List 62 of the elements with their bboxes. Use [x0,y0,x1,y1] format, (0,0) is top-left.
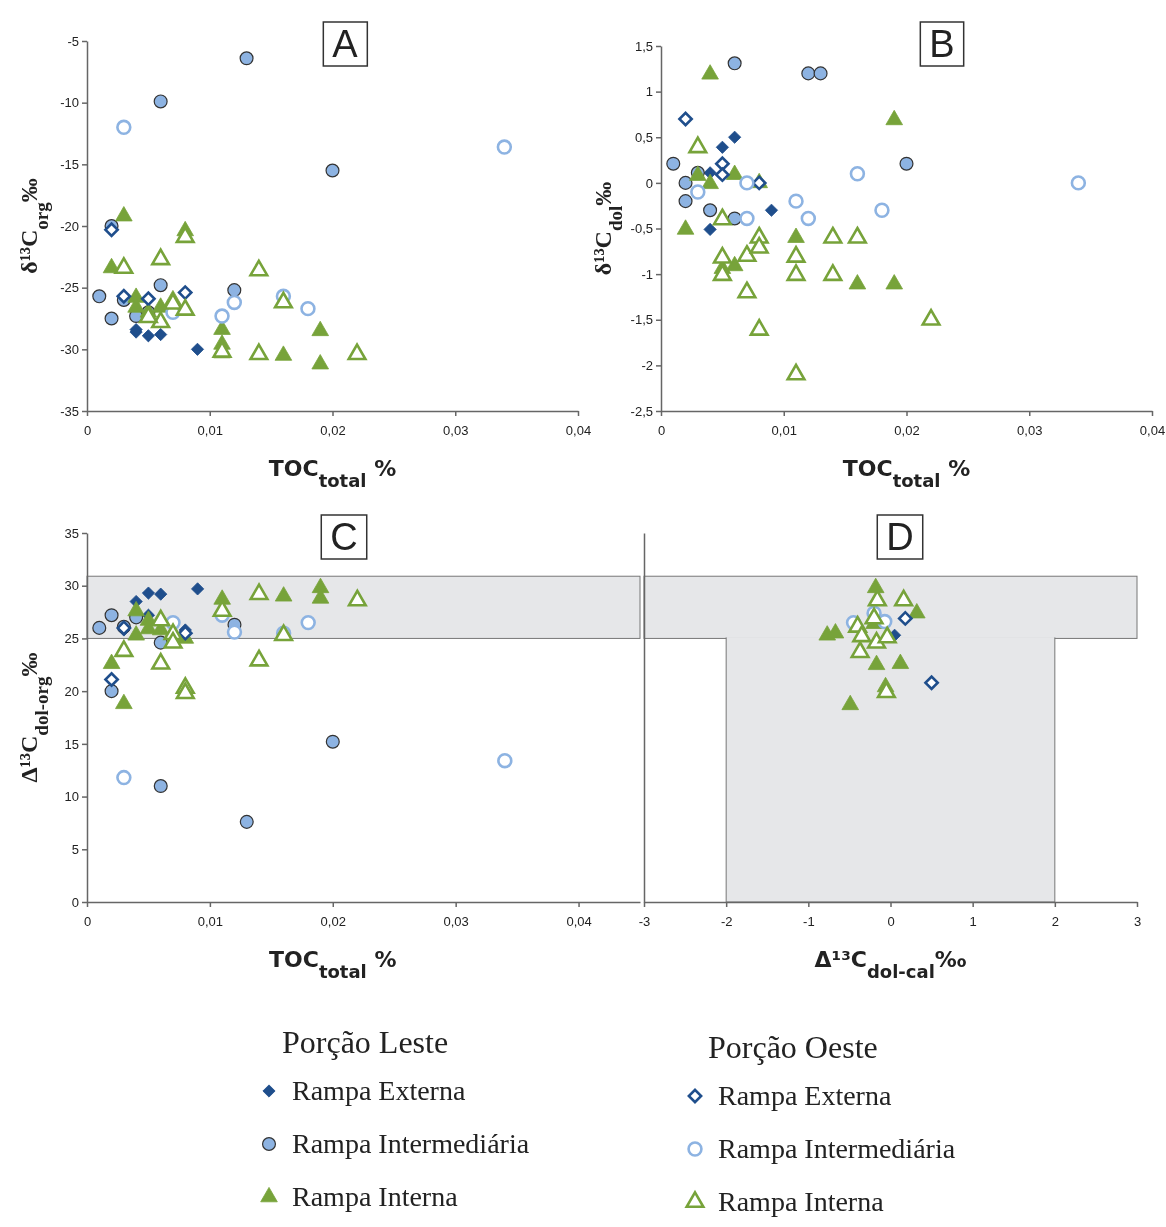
x-tick-label: 0,01 [771,422,797,438]
y-tick-label: -15 [60,156,79,172]
y-tick-label: -2 [641,358,653,374]
x-tick-label: 0,02 [320,422,346,438]
chart-title: A [332,23,359,65]
y-tick-label: 20 [64,683,79,699]
y-tick-label: 1 [645,84,653,100]
x-tick-label: 0,04 [566,913,592,929]
x-tick-label: 0,03 [1017,422,1043,438]
x-tick-label: 1 [969,913,977,929]
legend-title: Porção Leste [282,1024,449,1060]
legend-label: Rampa Intermediária [292,1128,530,1159]
y-tick-label: -25 [60,280,79,296]
y-tick-label: 30 [64,578,79,594]
legend-label: Rampa Externa [718,1080,892,1111]
legend-title: Porção Oeste [708,1029,878,1065]
x-tick-label: 2 [1051,913,1059,929]
x-tick-label: 0 [657,422,666,438]
y-tick-label: 15 [64,736,79,752]
y-tick-label: 35 [64,525,79,541]
x-tick-label: 0,01 [197,913,224,929]
y-tick-label: -10 [60,95,79,111]
x-tick-label: 0,03 [443,913,469,929]
x-axis-title: Δ¹³C$_{dol-cal}$‰ [814,947,967,982]
x-tick-label: 0,02 [320,913,346,929]
y-tick-label: 10 [64,789,79,805]
x-tick-label: 0 [887,913,895,929]
y-tick-label: -1,5 [630,312,653,328]
y-tick-label: -0,5 [630,221,653,237]
y-tick-label: 0 [71,894,79,910]
y-tick-label: 5 [71,841,79,857]
x-axis-title: TOC$_{total}$ % [268,456,397,491]
y-tick-label: 0 [645,175,653,191]
x-tick-label: -1 [803,913,815,929]
x-axis-title: TOC$_{total}$ % [269,947,397,982]
y-tick-label: -20 [60,218,79,234]
x-tick-label: 3 [1133,913,1142,929]
x-tick-label: 0,04 [565,422,592,438]
y-tick-label: -5 [67,33,79,49]
x-tick-label: -3 [638,913,651,929]
x-tick-label: 0,01 [197,422,223,438]
legend-label: Rampa Interna [718,1186,885,1217]
y-tick-label: -30 [60,341,79,357]
x-tick-label: 0 [83,913,92,929]
y-tick-label: -2,5 [630,403,653,419]
x-tick-label: 0,03 [443,422,469,438]
x-tick-label: 0,02 [894,422,920,438]
legend-label: Rampa Interna [292,1181,459,1212]
x-axis-title: TOC$_{total}$ % [842,456,971,491]
legend-label: Rampa Externa [292,1075,466,1106]
x-tick-label: 0,04 [1139,422,1166,438]
y-tick-label: 0,5 [634,129,653,145]
y-tick-label: 25 [64,631,79,647]
y-tick-label: -1 [641,266,653,282]
y-tick-label: 1,5 [634,38,653,54]
x-tick-label: -2 [720,913,733,929]
chart-title: C [330,516,358,558]
legend-label: Rampa Intermediária [718,1133,956,1164]
chart-title: D [886,516,914,558]
x-tick-label: 0 [83,422,92,438]
chart-title: B [929,23,955,65]
y-tick-label: -35 [60,403,79,419]
